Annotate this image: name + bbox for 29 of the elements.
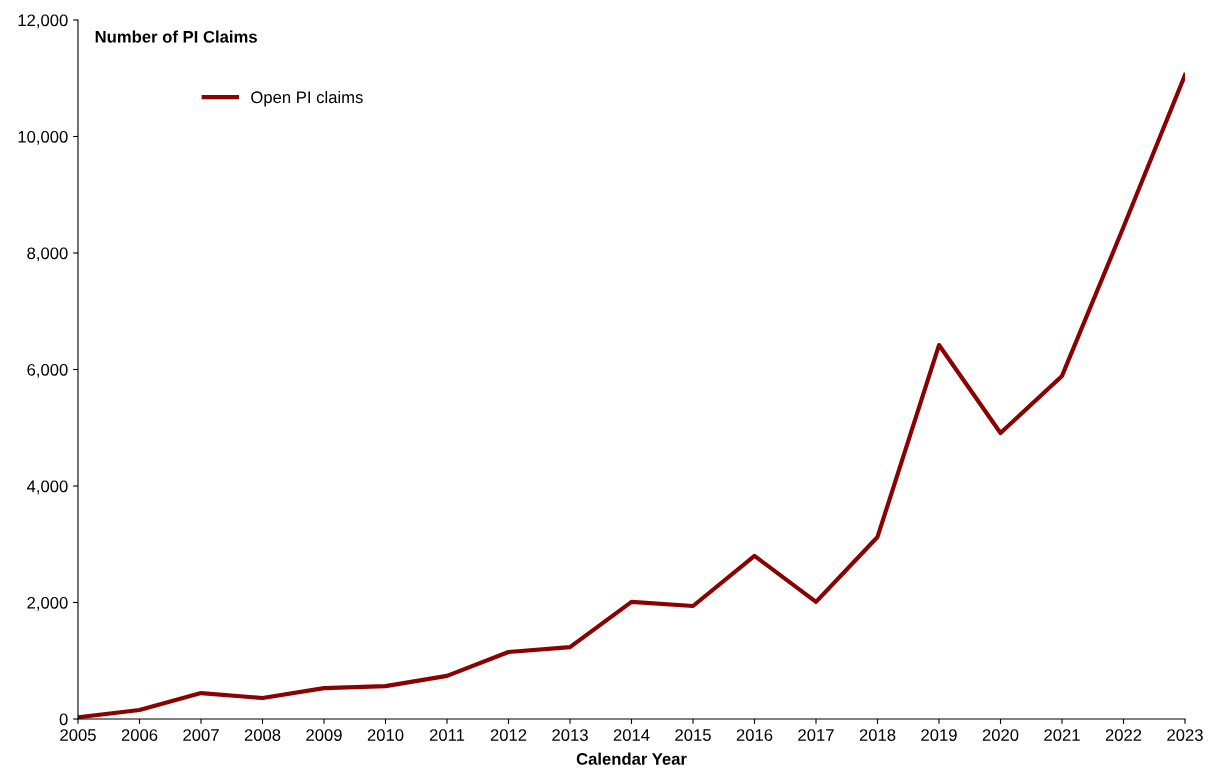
x-tick-label: 2014 xyxy=(613,729,650,741)
x-tick-label: 2013 xyxy=(552,729,588,741)
x-tick-label: 2011 xyxy=(429,729,465,741)
x-tick-label: 2022 xyxy=(1105,729,1142,741)
y-tick-label: 8,000 xyxy=(27,247,68,262)
y-tick-label: 6,000 xyxy=(27,363,68,378)
x-tick-label: 2010 xyxy=(367,729,404,741)
y-tick-label: 0 xyxy=(59,713,68,726)
x-tick-label: 2006 xyxy=(121,729,158,741)
legend-label: Open PI claims xyxy=(251,90,363,107)
y-tick-label: 4,000 xyxy=(26,480,68,495)
y-axis-title: Number of PI Claims xyxy=(95,30,257,43)
x-tick-label: 2018 xyxy=(859,729,896,741)
y-tick-label: 12,000 xyxy=(18,14,68,29)
y-tick-label: 2,000 xyxy=(27,596,68,611)
x-tick-label: 2017 xyxy=(798,729,834,741)
x-tick-label: 2016 xyxy=(736,729,773,741)
x-tick-label: 2008 xyxy=(244,729,281,741)
x-tick-label: 2015 xyxy=(675,729,711,741)
x-tick-label: 2012 xyxy=(490,729,527,741)
x-tick-label: 2005 xyxy=(60,729,96,741)
x-tick-label: 2009 xyxy=(306,729,342,741)
x-tick-label: 2021 xyxy=(1044,729,1080,741)
x-tick-label: 2019 xyxy=(921,729,957,741)
x-tick-label: 2007 xyxy=(183,729,219,741)
y-tick-label: 10,000 xyxy=(18,130,68,145)
x-axis-title: Calendar Year xyxy=(576,752,687,765)
x-tick-label: 2020 xyxy=(982,729,1019,741)
x-tick-label: 2023 xyxy=(1167,729,1203,741)
